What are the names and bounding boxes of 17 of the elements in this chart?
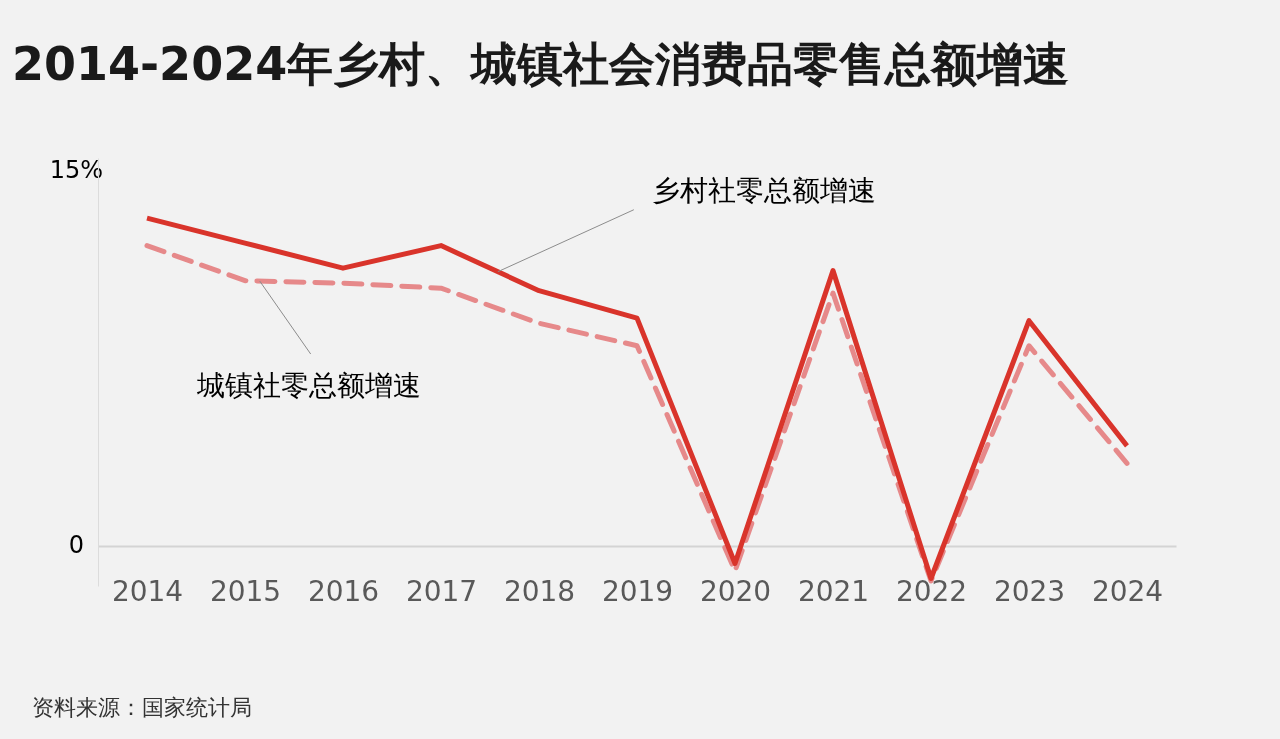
x-tick-label: 2016 bbox=[307, 574, 380, 608]
x-tick-label: 2019 bbox=[601, 574, 674, 608]
text: 乡村社零总额增速 bbox=[651, 173, 876, 207]
text: 城镇社零总额增速 bbox=[195, 369, 421, 403]
x-tick-label: 2021 bbox=[797, 574, 870, 608]
x-tick-label: 2022 bbox=[895, 574, 968, 608]
x-tick-label: 2017 bbox=[405, 574, 478, 608]
y-tick-label: 15% bbox=[49, 156, 104, 185]
y-tick-label: 0 bbox=[68, 531, 85, 560]
chart-title: 2014-2024年乡村、城镇社会消费品零售总额增速 bbox=[12, 37, 1070, 91]
text: 资料来源：国家统计局 bbox=[32, 695, 252, 720]
x-tick-label: 2015 bbox=[209, 574, 282, 608]
x-tick-label: 2024 bbox=[1091, 574, 1164, 608]
x-tick-label: 2020 bbox=[699, 574, 772, 608]
x-tick-label: 2018 bbox=[503, 574, 576, 608]
x-tick-label: 2023 bbox=[993, 574, 1066, 608]
x-tick-label: 2014 bbox=[111, 574, 184, 608]
